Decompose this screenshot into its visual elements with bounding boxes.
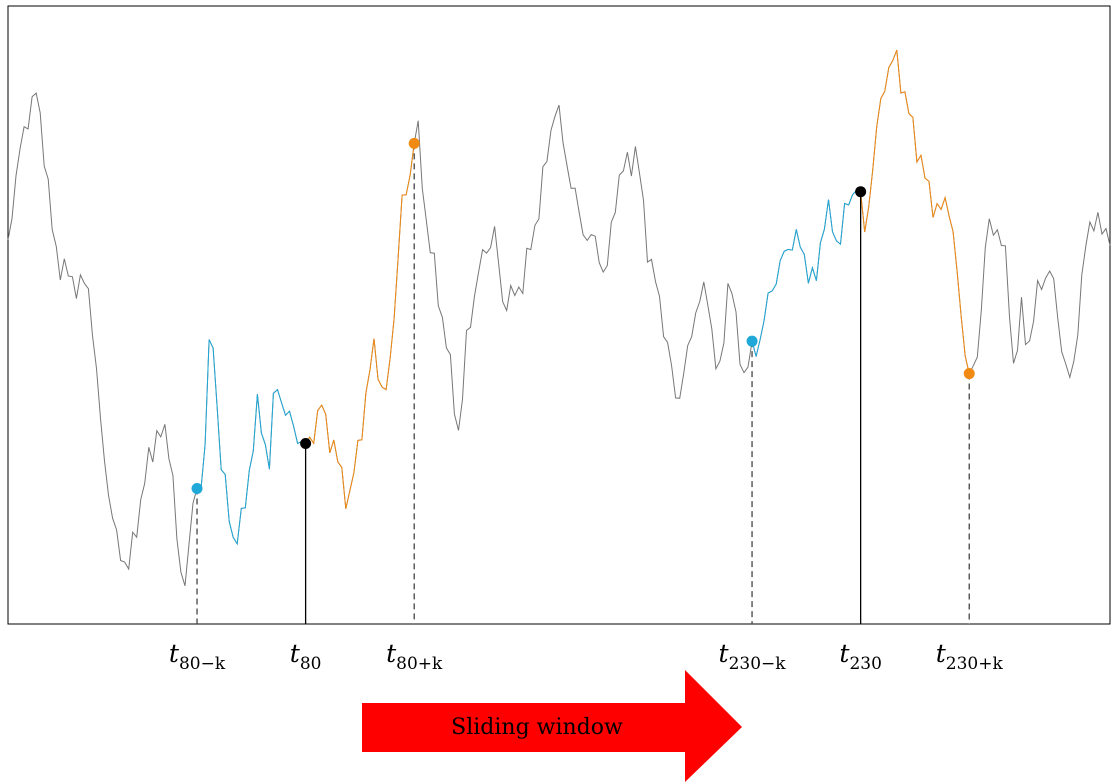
tick-label-center: t230 — [839, 639, 882, 674]
tick-label-start: t80−k — [169, 639, 226, 674]
window-w80 — [191, 137, 420, 624]
tick-label-center: t80 — [290, 639, 322, 674]
window-start-point — [746, 335, 758, 347]
tick-label-end: t80+k — [386, 639, 443, 674]
window-center-point — [300, 437, 312, 449]
arrow-shape — [362, 670, 742, 782]
sliding-window-arrow: Sliding window — [362, 670, 742, 782]
tick-labels-layer: t80−k t80 t80+k t230−k t230 t230+k — [169, 639, 1004, 674]
left-window-segment — [196, 339, 306, 546]
tick-label-main: t — [169, 639, 180, 668]
tick-label-subscript: 80−k — [179, 654, 226, 674]
time-series-line — [7, 49, 1111, 586]
left-window-segment — [751, 189, 861, 357]
tick-label-main: t — [290, 639, 301, 668]
tick-label-subscript: 230+k — [946, 654, 1004, 674]
tick-label-main: t — [936, 639, 947, 668]
window-center-point — [855, 186, 867, 198]
tick-label-subscript: 80 — [300, 654, 322, 674]
plot-frame — [7, 5, 1111, 625]
tick-label-start: t230−k — [719, 639, 787, 674]
tick-label-end: t230+k — [936, 639, 1004, 674]
window-start-point — [191, 482, 203, 494]
windows-layer — [191, 49, 975, 624]
tick-label-subscript: 230 — [849, 654, 881, 674]
tick-label-main: t — [719, 639, 730, 668]
right-window-segment — [305, 143, 415, 509]
right-window-segment — [860, 49, 970, 374]
window-w230 — [746, 49, 975, 624]
window-end-point — [963, 368, 975, 380]
tick-label-main: t — [839, 639, 850, 668]
tick-label-subscript: 80+k — [396, 654, 443, 674]
window-end-point — [408, 137, 420, 149]
tick-label-subscript: 230−k — [729, 654, 787, 674]
tick-label-main: t — [386, 639, 397, 668]
arrow-label: Sliding window — [451, 715, 623, 740]
